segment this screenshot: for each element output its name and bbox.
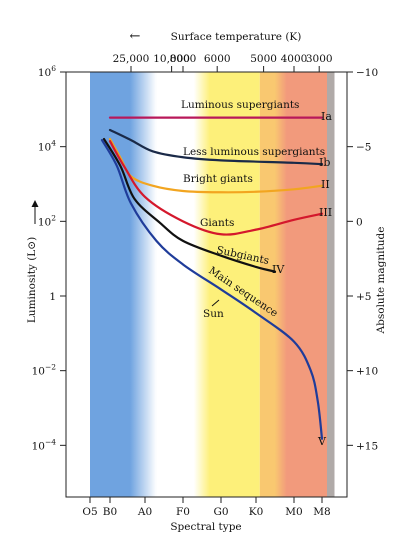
class-label-iii: III [319, 206, 332, 219]
x-tick-label-G0: G0 [213, 506, 228, 518]
band-blend-g1 [130, 72, 156, 497]
right-tick-label-2: 0 [356, 216, 363, 228]
right-tick-label-1: −5 [356, 142, 371, 154]
top-tick-label-6: 3000 [306, 53, 333, 65]
y2-axis-title: Absolute magnitude [375, 227, 387, 335]
y-tick-label-0: 106 [38, 64, 56, 79]
right-tick-label-0: −10 [356, 67, 378, 79]
label-less-luminous-supergiants: Less luminous supergiants [183, 146, 325, 158]
label-bright-giants: Bright giants [183, 173, 253, 185]
top-axis-title: Surface temperature (K) [171, 31, 302, 43]
x-tick-label-F0: F0 [176, 506, 190, 518]
color-band-6 [327, 72, 335, 497]
class-label-ib: Ib [319, 156, 330, 169]
x-tick-label-B0: B0 [103, 506, 117, 518]
y-tick-label-3: 1 [49, 291, 56, 303]
x-tick-label-A0: A0 [137, 506, 152, 518]
x-axis-title: Spectral type [170, 521, 241, 533]
class-label-ia: Ia [321, 110, 332, 123]
right-tick-label-5: +15 [356, 440, 378, 452]
top-tick-label-0: 25,000 [113, 53, 150, 65]
band-blend-g2 [194, 72, 210, 497]
top-tick-label-3: 6000 [204, 53, 231, 65]
right-tick-label-3: +5 [356, 291, 371, 303]
top-tick-label-4: 5000 [250, 53, 277, 65]
y-axis-title: Luminosity (L⊙) [26, 237, 38, 323]
right-axis-ticks: −10 −5 0 +5 +10 +15 [347, 67, 378, 452]
top-tick-label-2: 8000 [170, 53, 197, 65]
label-giants: Giants [200, 217, 234, 229]
right-tick-label-4: +10 [356, 366, 378, 378]
class-label-ii: II [321, 178, 330, 191]
x-tick-label-O5: O5 [82, 506, 97, 518]
x-tick-label-K0: K0 [249, 506, 264, 518]
label-sun: Sun [203, 308, 224, 320]
label-luminous-supergiants: Luminous supergiants [181, 99, 299, 111]
y-tick-label-2: 102 [38, 213, 56, 228]
y-tick-label-1: 104 [38, 139, 56, 154]
x-tick-label-M8: M8 [313, 506, 330, 518]
class-label-iv: IV [272, 263, 285, 276]
x-tick-label-M0: M0 [285, 506, 302, 518]
top-tick-label-5: 4000 [281, 53, 308, 65]
top-axis-arrow: ← [130, 29, 141, 44]
x-axis-ticks: O5 B0 A0 F0 G0 K0 M0 M8 [82, 497, 330, 518]
y-tick-label-5: 10−4 [32, 437, 57, 452]
class-label-v: V [317, 435, 327, 448]
band-blend-g3 [275, 72, 287, 497]
y-tick-label-4: 10−2 [32, 363, 57, 378]
